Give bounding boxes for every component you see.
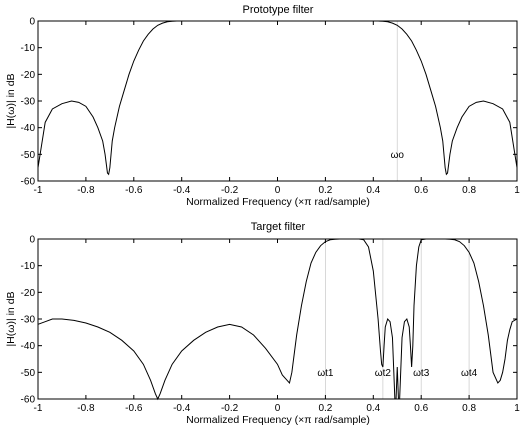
- x-tick-label: 0.4: [366, 403, 380, 414]
- x-tick-label: -0.2: [221, 185, 239, 196]
- x-tick-label: -0.6: [125, 185, 143, 196]
- y-tick-label: -40: [21, 123, 36, 134]
- y-tick-label: -60: [21, 177, 36, 188]
- prototype-filter-panel: Prototype filter ωo 0-10-20-30-40-50-60 …: [5, 4, 520, 208]
- x-tick-label: -0.8: [77, 403, 95, 414]
- x-axis-label: Normalized Frequency (×π rad/sample): [186, 196, 370, 208]
- y-tick-label: -20: [21, 70, 36, 81]
- y-axis-ticks: 0 -10 -20 -30 -40 -50 -60: [21, 235, 517, 406]
- y-tick-label: 0: [29, 17, 35, 28]
- x-tick-label: 0.6: [414, 403, 428, 414]
- series-line: [37, 238, 518, 401]
- x-tick-label: -0.4: [173, 403, 191, 414]
- y-tick-label: 0: [29, 235, 35, 246]
- y-axis-label: |H(ω)| in dB: [5, 291, 17, 346]
- x-tick-label: -0.6: [125, 403, 143, 414]
- x-tick-label: -0.2: [221, 403, 239, 414]
- y-tick-label: -50: [21, 150, 36, 161]
- target-filter-panel: Target filter ωt1 ωt2 ωt3 ωt4 0-10-20-30-40…: [5, 221, 520, 426]
- marker-lines: ωo: [391, 21, 405, 181]
- y-tick-label: -20: [21, 288, 36, 299]
- x-axis-label: Normalized Frequency (×π rad/sample): [186, 414, 370, 426]
- marker-label: ωt2: [375, 368, 392, 379]
- marker-label: ωt3: [413, 368, 430, 379]
- y-tick-label: -40: [21, 341, 36, 352]
- x-tick-label: 0.4: [366, 185, 380, 196]
- y-tick-label: -50: [21, 368, 36, 379]
- marker-lines: ωt1 ωt2 ωt3 ωt4: [317, 239, 478, 399]
- x-tick-label: 0: [275, 403, 281, 414]
- x-tick-label: 1: [514, 185, 520, 196]
- x-tick-label: -0.4: [173, 185, 191, 196]
- marker-label: ωt4: [461, 368, 478, 379]
- plot-area-frame: [37, 20, 518, 182]
- y-tick-label: -60: [21, 395, 36, 406]
- marker-label: ωo: [391, 150, 405, 161]
- plot-area-frame: [37, 238, 518, 400]
- y-axis-ticks: 0 -10 -20 -30 -40 -50 -60: [21, 17, 517, 188]
- x-tick-label: -0.8: [77, 185, 95, 196]
- y-axis-label: |H(ω)| in dB: [5, 73, 17, 128]
- x-tick-label: -1: [34, 403, 43, 414]
- marker-label: ωt1: [317, 368, 334, 379]
- x-tick-label: -1: [34, 185, 43, 196]
- x-tick-label: 0.2: [318, 403, 332, 414]
- y-tick-label: -10: [21, 43, 36, 54]
- y-tick-label: -10: [21, 261, 36, 272]
- x-tick-label: 0.2: [318, 185, 332, 196]
- chart-title: Target filter: [251, 221, 306, 233]
- x-tick-label: 0.6: [414, 185, 428, 196]
- x-tick-label: 0.8: [462, 185, 476, 196]
- x-tick-label: 1: [514, 403, 520, 414]
- chart-title: Prototype filter: [243, 4, 314, 16]
- x-axis-ticks: -1 -0.8 -0.6 -0.4 -0.2 0 0.2 0.4 0.6 0.8 1: [34, 21, 520, 196]
- x-tick-label: 0: [275, 185, 281, 196]
- y-tick-label: -30: [21, 97, 36, 108]
- y-tick-label: -30: [21, 315, 36, 326]
- x-tick-label: 0.8: [462, 403, 476, 414]
